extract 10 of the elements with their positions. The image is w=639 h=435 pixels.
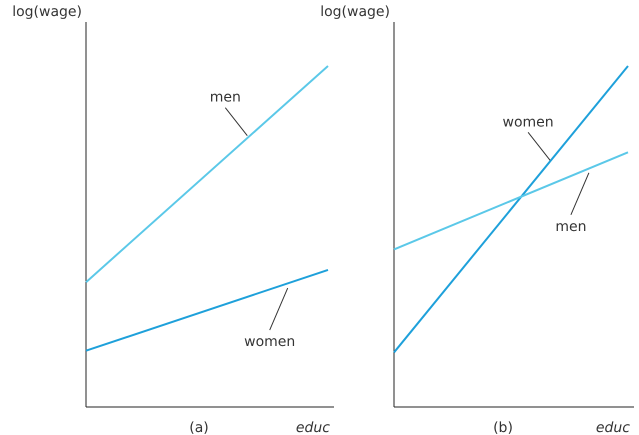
series-label: women: [502, 114, 554, 130]
text: men: [210, 90, 241, 106]
x-axis-title: educ: [296, 420, 330, 435]
y-axis-title: log(wage): [12, 4, 82, 20]
text: (a): [189, 420, 209, 435]
x-axis-title: educ: [596, 420, 630, 435]
text: men: [555, 218, 586, 235]
text: women: [244, 334, 296, 350]
y-axis-title: log(wage): [320, 4, 390, 20]
text: (b): [493, 420, 513, 435]
